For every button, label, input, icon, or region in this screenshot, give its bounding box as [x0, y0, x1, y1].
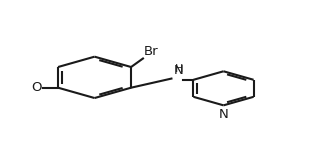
Text: N: N: [174, 64, 184, 77]
Text: N: N: [219, 108, 228, 121]
Text: H: H: [175, 64, 183, 74]
Text: O: O: [31, 81, 42, 94]
Text: Br: Br: [144, 45, 158, 58]
